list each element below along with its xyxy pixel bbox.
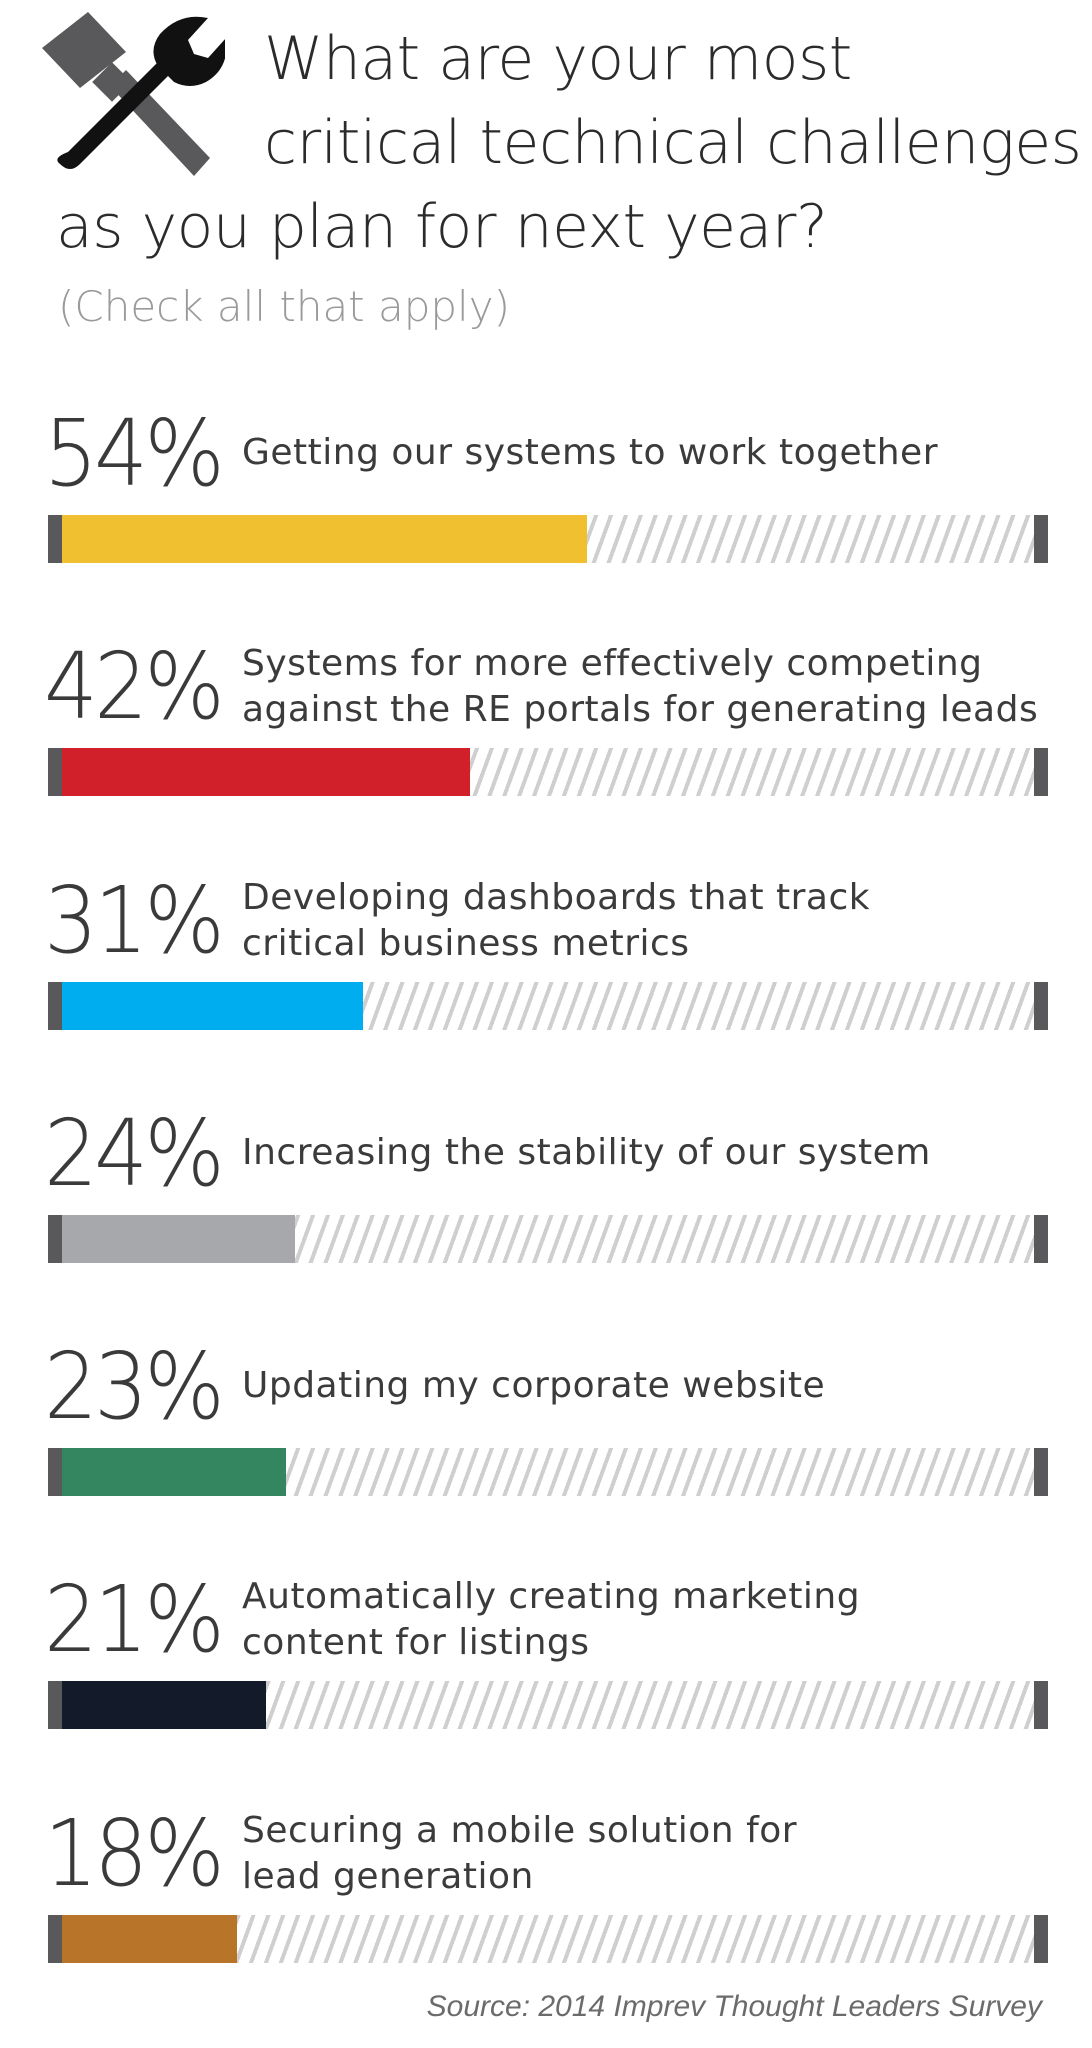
bar-cap-right	[1034, 1448, 1048, 1496]
bar-cap-left	[48, 982, 62, 1030]
percent-label: 21%	[44, 1566, 225, 1673]
bar-cap-right	[1034, 1915, 1048, 1963]
bar-fill	[62, 748, 470, 796]
bar-cap-left	[48, 1448, 62, 1496]
percent-label: 31%	[44, 867, 225, 974]
bar-cap-right	[1034, 515, 1048, 563]
category-label-line-1: Securing a mobile solution for	[242, 1810, 798, 1851]
title-line-1: What are your most	[264, 24, 852, 94]
bar-track	[48, 982, 1048, 1030]
bar-track	[48, 1681, 1048, 1729]
bar-cap-right	[1034, 1215, 1048, 1263]
bar-cap-right	[1034, 748, 1048, 796]
category-label-line-1: Increasing the stability of our system	[242, 1132, 931, 1173]
source-note: Source: 2014 Imprev Thought Leaders Surv…	[426, 1990, 1042, 2023]
subtitle: (Check all that apply)	[58, 282, 510, 331]
category-label-line-1: Developing dashboards that track	[242, 877, 871, 918]
title-line-2: critical technical challenges	[264, 108, 1082, 178]
bar-cap-right	[1034, 1681, 1048, 1729]
chart-row: 42% Systems for more effectively competin…	[0, 633, 1092, 833]
percent-label: 54%	[44, 400, 225, 507]
chart-row: 54% Getting our systems to work together	[0, 400, 1092, 600]
percent-label: 18%	[44, 1800, 225, 1907]
category-label-line-1: Getting our systems to work together	[242, 432, 938, 473]
bar-cap-left	[48, 515, 62, 563]
category-label-line-1: Updating my corporate website	[242, 1365, 826, 1406]
chart-row: 24% Increasing the stability of our syste…	[0, 1100, 1092, 1300]
hammer-wrench-icon	[42, 12, 225, 176]
category-label-line-2: critical business metrics	[242, 923, 690, 964]
bar-track	[48, 515, 1048, 563]
bar-track	[48, 748, 1048, 796]
bar-fill	[62, 982, 363, 1030]
bar-fill	[62, 1915, 237, 1963]
bar-track	[48, 1448, 1048, 1496]
bar-cap-left	[48, 1915, 62, 1963]
bar-cap-left	[48, 1215, 62, 1263]
bar-fill	[62, 1448, 286, 1496]
percent-label: 23%	[44, 1333, 225, 1440]
bar-track	[48, 1915, 1048, 1963]
bar-fill	[62, 1681, 266, 1729]
bar-cap-left	[48, 748, 62, 796]
bar-cap-left	[48, 1681, 62, 1729]
bar-cap-right	[1034, 982, 1048, 1030]
chart-header: What are your most critical technical ch…	[0, 0, 1092, 360]
percent-label: 42%	[44, 633, 225, 740]
bar-fill	[62, 515, 587, 563]
chart-row: 18% Securing a mobile solution for lead ge…	[0, 1800, 1092, 2000]
category-label-line-1: Systems for more effectively competing	[242, 643, 983, 684]
chart-row: 21% Automatically creating marketing conte…	[0, 1566, 1092, 1766]
category-label-line-1: Automatically creating marketing	[242, 1576, 861, 1617]
category-label-line-2: content for listings	[242, 1622, 590, 1663]
category-label-line-2: against the RE portals for generating le…	[242, 689, 1039, 730]
bar-fill	[62, 1215, 295, 1263]
chart-row: 31% Developing dashboards that track criti…	[0, 867, 1092, 1067]
bar-track	[48, 1215, 1048, 1263]
percent-label: 24%	[44, 1100, 225, 1207]
category-label-line-2: lead generation	[242, 1856, 534, 1897]
chart-row: 23% Updating my corporate website	[0, 1333, 1092, 1533]
title-line-3: as you plan for next year?	[56, 192, 828, 262]
